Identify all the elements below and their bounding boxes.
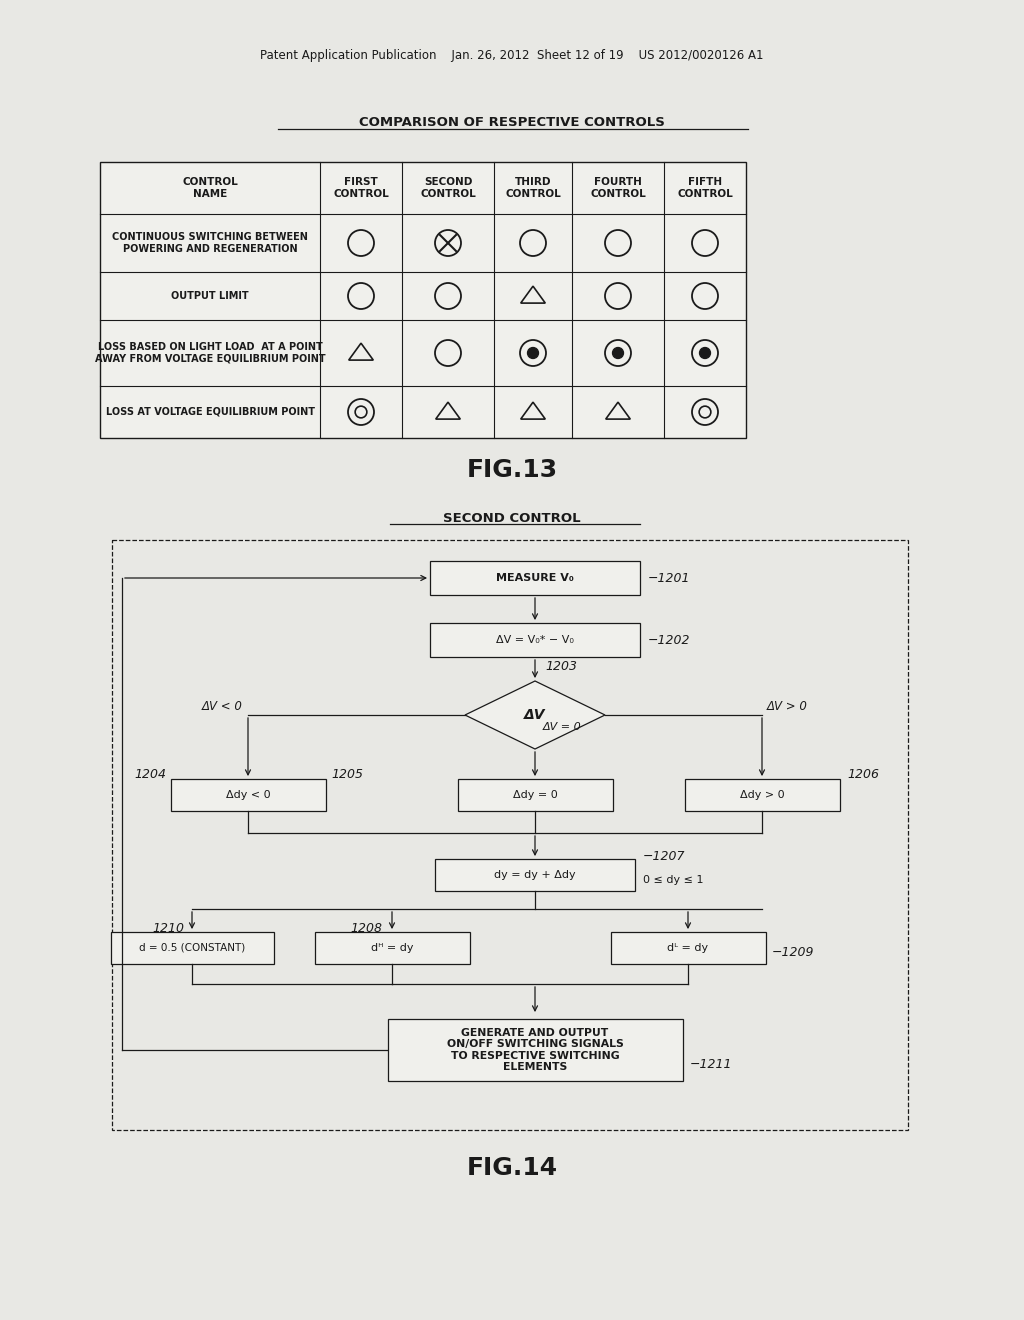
Text: CONTROL
NAME: CONTROL NAME: [182, 177, 238, 199]
Text: SECOND CONTROL: SECOND CONTROL: [443, 511, 581, 524]
Text: GENERATE AND OUTPUT
ON/OFF SWITCHING SIGNALS
TO RESPECTIVE SWITCHING
ELEMENTS: GENERATE AND OUTPUT ON/OFF SWITCHING SIG…: [446, 1027, 624, 1072]
Text: COMPARISON OF RESPECTIVE CONTROLS: COMPARISON OF RESPECTIVE CONTROLS: [359, 116, 665, 128]
Text: 1204: 1204: [134, 768, 167, 781]
Text: ΔV: ΔV: [524, 708, 546, 722]
Text: −1211: −1211: [690, 1057, 732, 1071]
Text: −1209: −1209: [771, 946, 814, 960]
Bar: [112, 540, 908, 1130]
Circle shape: [699, 347, 711, 359]
Circle shape: [527, 347, 539, 359]
Text: FIFTH
CONTROL: FIFTH CONTROL: [677, 177, 733, 199]
Bar: [684, 779, 840, 810]
Bar: [100, 162, 746, 438]
Bar: [430, 623, 640, 657]
Bar: [430, 561, 640, 595]
Text: FIG.14: FIG.14: [467, 1156, 557, 1180]
Bar: [435, 859, 635, 891]
Text: LOSS BASED ON LIGHT LOAD  AT A POINT
AWAY FROM VOLTAGE EQUILIBRIUM POINT: LOSS BASED ON LIGHT LOAD AT A POINT AWAY…: [94, 342, 326, 364]
Text: Δdy > 0: Δdy > 0: [739, 789, 784, 800]
Bar: [610, 932, 766, 964]
Text: Δdy < 0: Δdy < 0: [225, 789, 270, 800]
Text: ΔV = 0: ΔV = 0: [543, 722, 582, 733]
Bar: [100, 162, 746, 438]
Text: 1208: 1208: [350, 921, 382, 935]
Text: 1203: 1203: [545, 660, 577, 673]
Text: dy = dy + Δdy: dy = dy + Δdy: [495, 870, 575, 880]
Bar: [171, 779, 326, 810]
Text: ΔV > 0: ΔV > 0: [767, 701, 808, 714]
Bar: [111, 932, 273, 964]
Text: dᴴ = dy: dᴴ = dy: [371, 942, 414, 953]
Circle shape: [612, 347, 624, 359]
Text: FIG.13: FIG.13: [467, 458, 557, 482]
Text: −1201: −1201: [648, 572, 690, 585]
Text: OUTPUT LIMIT: OUTPUT LIMIT: [171, 290, 249, 301]
Text: THIRD
CONTROL: THIRD CONTROL: [505, 177, 561, 199]
Text: LOSS AT VOLTAGE EQUILIBRIUM POINT: LOSS AT VOLTAGE EQUILIBRIUM POINT: [105, 407, 314, 417]
Text: ΔV < 0: ΔV < 0: [202, 701, 243, 714]
Text: FIRST
CONTROL: FIRST CONTROL: [333, 177, 389, 199]
Text: FOURTH
CONTROL: FOURTH CONTROL: [590, 177, 646, 199]
Text: d = 0.5 (CONSTANT): d = 0.5 (CONSTANT): [139, 942, 245, 953]
Text: Patent Application Publication    Jan. 26, 2012  Sheet 12 of 19    US 2012/00201: Patent Application Publication Jan. 26, …: [260, 49, 764, 62]
Text: 1206: 1206: [848, 768, 880, 781]
Text: dᴸ = dy: dᴸ = dy: [668, 942, 709, 953]
Text: −1207: −1207: [643, 850, 685, 863]
Text: CONTINUOUS SWITCHING BETWEEN
POWERING AND REGENERATION: CONTINUOUS SWITCHING BETWEEN POWERING AN…: [112, 232, 308, 253]
Bar: [458, 779, 612, 810]
Text: SECOND
CONTROL: SECOND CONTROL: [420, 177, 476, 199]
Text: ΔV = V₀* − V₀: ΔV = V₀* − V₀: [496, 635, 573, 645]
Bar: [387, 1019, 683, 1081]
Text: 0 ≤ dy ≤ 1: 0 ≤ dy ≤ 1: [643, 875, 703, 884]
Polygon shape: [465, 681, 605, 748]
Text: 1210: 1210: [152, 921, 184, 935]
Text: Δdy = 0: Δdy = 0: [513, 789, 557, 800]
Text: MEASURE V₀: MEASURE V₀: [496, 573, 573, 583]
Bar: [314, 932, 469, 964]
Text: 1205: 1205: [332, 768, 364, 781]
Text: −1202: −1202: [648, 634, 690, 647]
